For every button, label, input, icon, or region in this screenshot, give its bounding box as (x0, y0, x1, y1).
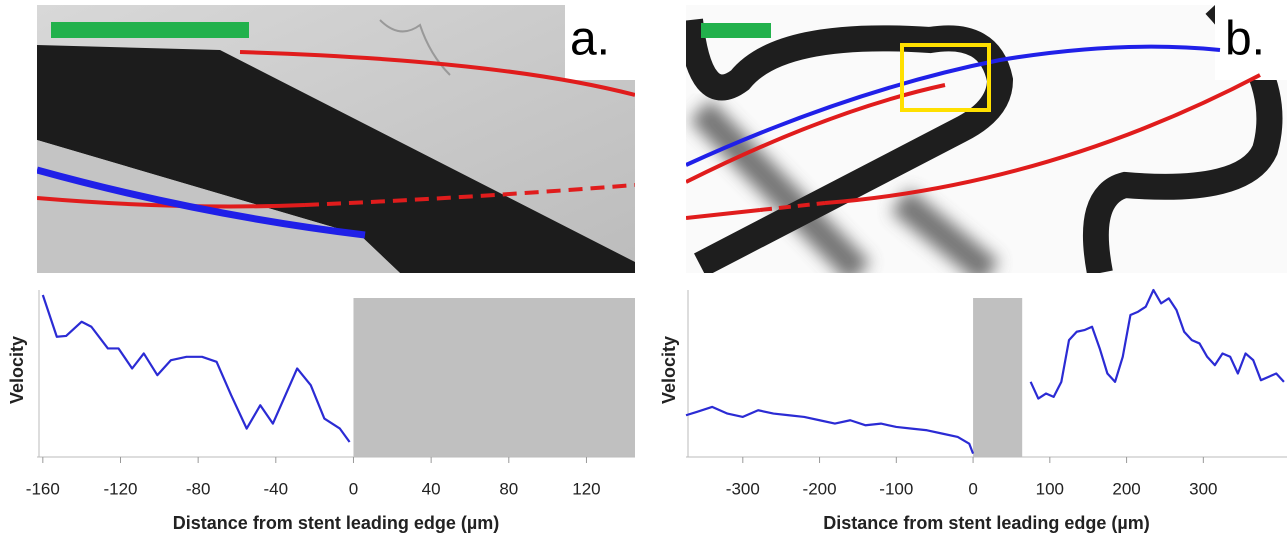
x-tick-label: 200 (1112, 479, 1140, 498)
panel-label: a. (570, 13, 610, 66)
y-axis-title: Velocity (7, 336, 27, 404)
x-tick-label: -40 (264, 479, 289, 498)
x-tick-label: 0 (349, 479, 358, 498)
y-axis-title: Velocity (659, 336, 679, 404)
x-tick-label: -160 (26, 479, 60, 498)
shaded-region (973, 298, 1023, 457)
x-tick-label: 80 (499, 479, 518, 498)
x-axis-title: Distance from stent leading edge (µm) (173, 513, 499, 533)
velocity-line (41, 294, 351, 443)
x-tick-label: -80 (186, 479, 211, 498)
x-tick-label: -120 (103, 479, 137, 498)
x-tick-label: 40 (422, 479, 441, 498)
x-tick-label: 100 (1036, 479, 1064, 498)
micrograph-b (686, 5, 1287, 273)
shaded-region (353, 298, 635, 457)
x-tick-label: -300 (726, 479, 760, 498)
x-axis-title: Distance from stent leading edge (µm) (823, 513, 1149, 533)
x-tick-label: -100 (879, 479, 913, 498)
velocity-line (685, 288, 1285, 455)
x-tick-label: 120 (572, 479, 600, 498)
x-tick-label: -200 (803, 479, 837, 498)
x-tick-label: 0 (968, 479, 977, 498)
micrograph-a (37, 5, 635, 273)
x-tick-label: 300 (1189, 479, 1217, 498)
panel-label: b. (1225, 13, 1265, 66)
